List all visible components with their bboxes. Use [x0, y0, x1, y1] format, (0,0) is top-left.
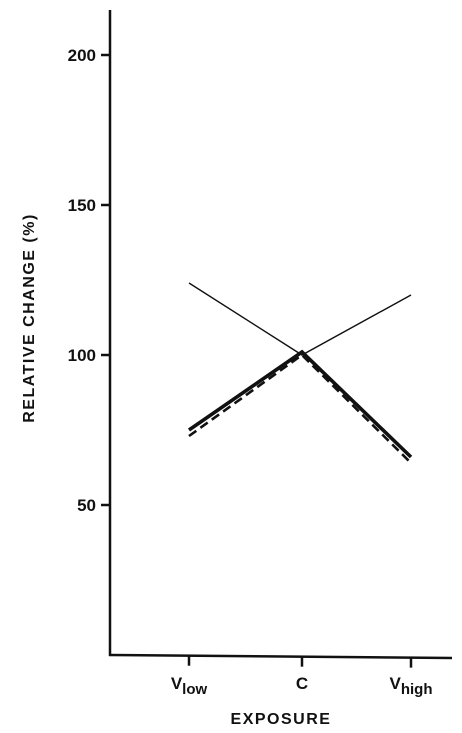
series-line-1 [188, 282, 412, 356]
axes [108, 10, 453, 660]
x-tick-label: Vlow [171, 674, 208, 698]
series-layer [187, 282, 413, 464]
y-tick-label: 200 [68, 46, 96, 65]
y-tick-label: 100 [68, 346, 96, 365]
series-line-2 [187, 349, 413, 459]
y-ticks: 50 100 150 200 [68, 46, 110, 515]
x-tick-label: C [296, 674, 308, 693]
y-tick-label: 50 [77, 496, 96, 515]
x-ticks: Vlow C Vhigh [171, 655, 433, 698]
x-axis-line [108, 653, 453, 660]
y-axis-title: RELATIVE CHANGE (%) [21, 213, 38, 423]
x-axis-title: EXPOSURE [231, 711, 332, 728]
y-tick-label: 150 [68, 196, 96, 215]
x-tick-label: Vhigh [390, 674, 433, 698]
series-line-3 [188, 353, 412, 464]
